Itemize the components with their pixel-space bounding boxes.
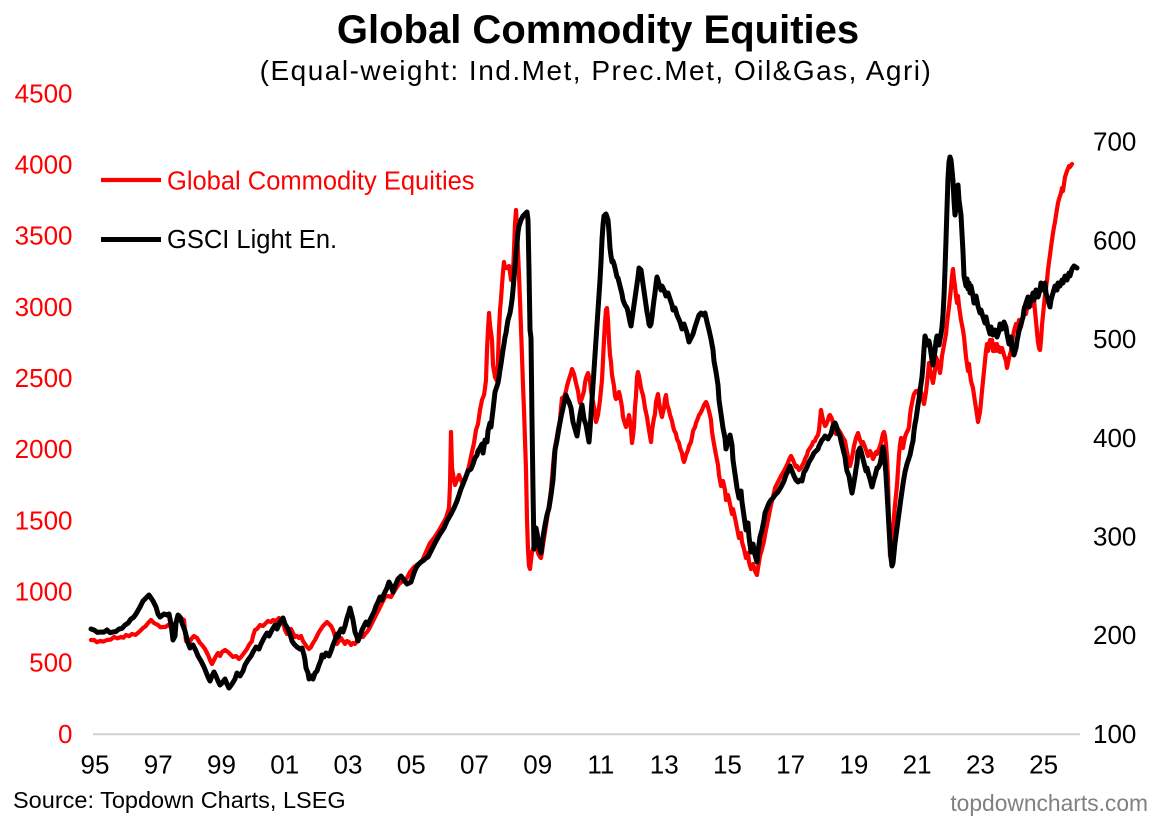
svg-text:500: 500 [29, 648, 72, 678]
svg-text:2000: 2000 [15, 434, 73, 464]
svg-text:25: 25 [1029, 750, 1058, 780]
svg-text:GSCI Light En.: GSCI Light En. [167, 226, 337, 254]
svg-text:Source: Topdown Charts, LSEG: Source: Topdown Charts, LSEG [13, 787, 346, 813]
svg-text:4000: 4000 [15, 150, 73, 180]
svg-text:21: 21 [903, 750, 932, 780]
svg-text:1000: 1000 [15, 577, 73, 607]
svg-text:Global Commodity Equities: Global Commodity Equities [337, 8, 859, 52]
svg-text:2500: 2500 [15, 363, 73, 393]
svg-text:700: 700 [1093, 127, 1136, 157]
svg-text:0: 0 [58, 719, 72, 749]
svg-text:3500: 3500 [15, 221, 73, 251]
svg-text:97: 97 [144, 750, 173, 780]
svg-text:600: 600 [1093, 225, 1136, 255]
svg-text:19: 19 [839, 750, 868, 780]
svg-text:01: 01 [270, 750, 299, 780]
svg-text:Global Commodity Equities: Global Commodity Equities [167, 168, 475, 196]
svg-text:400: 400 [1093, 423, 1136, 453]
svg-text:15: 15 [713, 750, 742, 780]
svg-text:500: 500 [1093, 324, 1136, 354]
svg-text:17: 17 [776, 750, 805, 780]
svg-text:4500: 4500 [15, 78, 73, 108]
svg-text:03: 03 [334, 750, 363, 780]
svg-text:05: 05 [397, 750, 426, 780]
svg-text:95: 95 [81, 750, 110, 780]
svg-text:23: 23 [966, 750, 995, 780]
svg-text:(Equal-weight: Ind.Met, Prec.M: (Equal-weight: Ind.Met, Prec.Met, Oil&Ga… [260, 55, 933, 86]
svg-text:99: 99 [207, 750, 236, 780]
svg-text:100: 100 [1093, 719, 1136, 749]
svg-text:07: 07 [460, 750, 489, 780]
svg-text:09: 09 [523, 750, 552, 780]
svg-text:3000: 3000 [15, 292, 73, 322]
svg-text:200: 200 [1093, 620, 1136, 650]
svg-text:topdowncharts.com: topdowncharts.com [950, 790, 1148, 816]
svg-text:11: 11 [587, 750, 614, 780]
svg-text:300: 300 [1093, 522, 1136, 552]
svg-text:1500: 1500 [15, 505, 73, 535]
svg-text:13: 13 [650, 750, 679, 780]
